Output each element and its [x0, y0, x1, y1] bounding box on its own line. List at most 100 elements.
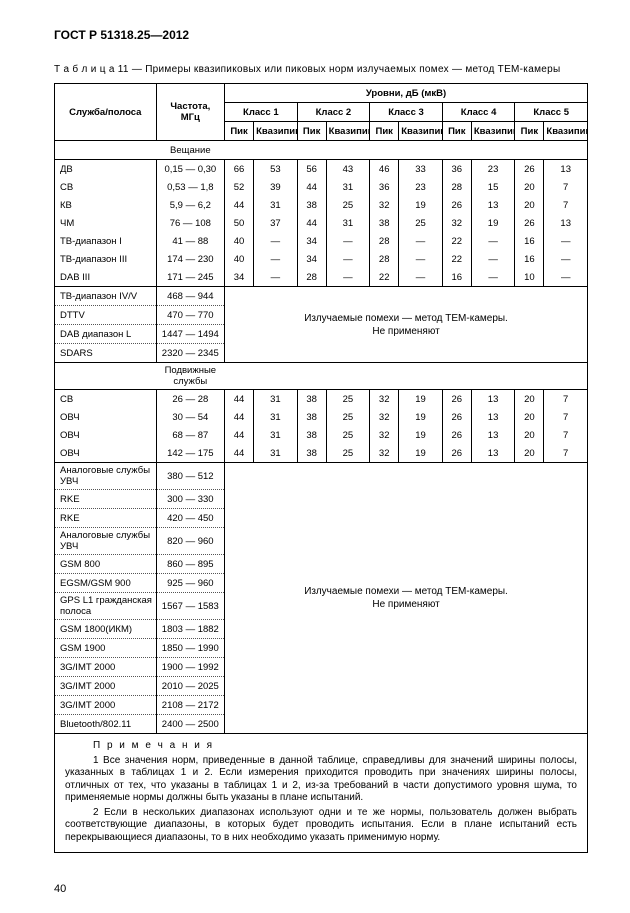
table-cell: [442, 141, 471, 160]
table-cell: 19: [399, 196, 443, 214]
table-cell: [515, 141, 544, 160]
table-cell: —: [399, 232, 443, 250]
freq-cell: 2320 — 2345: [156, 344, 224, 363]
table-cell: 40: [225, 232, 254, 250]
table-cell: 19: [399, 426, 443, 444]
table-cell: 13: [471, 426, 515, 444]
freq-cell: 174 — 230: [156, 250, 224, 268]
table-cell: 7: [544, 408, 588, 426]
service-cell: СВ: [55, 390, 157, 409]
table-cell: [326, 363, 370, 390]
service-cell: Аналоговые службы УВЧ: [55, 463, 157, 490]
table-cell: 38: [297, 196, 326, 214]
table-cell: 31: [326, 214, 370, 232]
table-cell: 19: [399, 390, 443, 409]
table-cell: 31: [254, 196, 298, 214]
table-cell: 32: [370, 408, 399, 426]
table-cell: 52: [225, 178, 254, 196]
table-cell: 38: [297, 390, 326, 409]
table-cell: 44: [225, 444, 254, 463]
freq-cell: 171 — 245: [156, 268, 224, 287]
table-cell: —: [254, 268, 298, 287]
table-cell: 26: [515, 160, 544, 179]
freq-cell: 860 — 895: [156, 555, 224, 574]
table-cell: 39: [254, 178, 298, 196]
table-cell: [515, 363, 544, 390]
table-cell: 36: [442, 160, 471, 179]
table-cell: 56: [297, 160, 326, 179]
table-cell: [225, 363, 254, 390]
hdr-class2: Класс 2: [297, 103, 370, 122]
service-cell: ДВ: [55, 160, 157, 179]
table-cell: [326, 141, 370, 160]
service-cell: RKE: [55, 509, 157, 528]
table-cell: 34: [225, 268, 254, 287]
table-caption: Т а б л и ц а 11 — Примеры квазипиковых …: [54, 64, 588, 75]
service-cell: 3G/IMT 2000: [55, 658, 157, 677]
table-cell: 44: [225, 390, 254, 409]
table-cell: 32: [442, 214, 471, 232]
service-cell: EGSM/GSM 900: [55, 574, 157, 593]
table-cell: —: [471, 250, 515, 268]
table-cell: [297, 141, 326, 160]
table-cell: 44: [297, 214, 326, 232]
hdr-peak: Пик: [297, 122, 326, 141]
table-cell: 46: [370, 160, 399, 179]
table-cell: —: [326, 268, 370, 287]
table-cell: 33: [399, 160, 443, 179]
table-cell: 44: [297, 178, 326, 196]
hdr-qp: Квазипик: [471, 122, 515, 141]
hdr-class5: Класс 5: [515, 103, 588, 122]
table-cell: 23: [471, 160, 515, 179]
hdr-peak: Пик: [442, 122, 471, 141]
table-cell: 31: [254, 390, 298, 409]
table-cell: 7: [544, 196, 588, 214]
freq-cell: 1567 — 1583: [156, 593, 224, 620]
section-header: Вещание: [156, 141, 224, 160]
table-cell: 13: [471, 196, 515, 214]
table-cell: 26: [442, 408, 471, 426]
service-cell: ТВ-диапазон IV/V: [55, 287, 157, 306]
service-cell: Аналоговые службы УВЧ: [55, 528, 157, 555]
service-cell: GPS L1 гражданская полоса: [55, 593, 157, 620]
table-cell: 7: [544, 426, 588, 444]
page-number: 40: [54, 883, 588, 895]
service-cell: 3G/IMT 2000: [55, 677, 157, 696]
section-header: Подвижные службы: [156, 363, 224, 390]
table-cell: 31: [254, 408, 298, 426]
service-cell: ОВЧ: [55, 444, 157, 463]
table-cell: 50: [225, 214, 254, 232]
table-cell: 22: [370, 268, 399, 287]
freq-cell: 1900 — 1992: [156, 658, 224, 677]
service-cell: GSM 1900: [55, 639, 157, 658]
table-cell: —: [544, 232, 588, 250]
service-cell: ТВ-диапазон III: [55, 250, 157, 268]
hdr-qp: Квазипик: [544, 122, 588, 141]
table-cell: [254, 141, 298, 160]
table-cell: 15: [471, 178, 515, 196]
table-cell: —: [399, 250, 443, 268]
freq-cell: 0,15 — 0,30: [156, 160, 224, 179]
table-cell: 38: [297, 408, 326, 426]
freq-cell: 470 — 770: [156, 306, 224, 325]
service-cell: RKE: [55, 490, 157, 509]
freq-cell: 30 — 54: [156, 408, 224, 426]
table-cell: 43: [326, 160, 370, 179]
table-cell: 40: [225, 250, 254, 268]
table-cell: [544, 141, 588, 160]
service-cell: Bluetooth/802.11: [55, 715, 157, 734]
table-cell: —: [471, 232, 515, 250]
table-cell: [399, 363, 443, 390]
service-cell: СВ: [55, 178, 157, 196]
table-cell: 25: [326, 196, 370, 214]
table-cell: 32: [370, 390, 399, 409]
table-cell: 23: [399, 178, 443, 196]
freq-cell: 925 — 960: [156, 574, 224, 593]
table-cell: 28: [370, 232, 399, 250]
table-cell: 20: [515, 196, 544, 214]
table-cell: 66: [225, 160, 254, 179]
table-cell: 38: [297, 426, 326, 444]
hdr-class4: Класс 4: [442, 103, 515, 122]
table-cell: 19: [399, 408, 443, 426]
service-cell: DAB III: [55, 268, 157, 287]
